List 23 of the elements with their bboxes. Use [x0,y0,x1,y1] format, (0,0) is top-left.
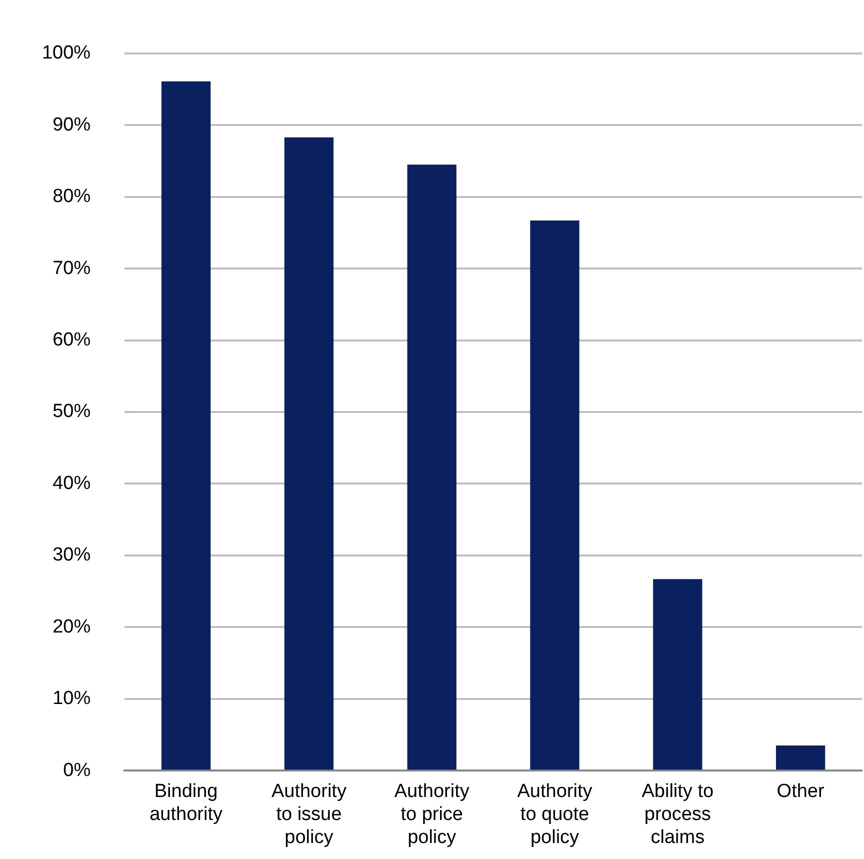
x-tick-label: Authority to issue policy [271,781,347,848]
x-tick-label: Binding authority [150,781,223,826]
y-tick-label: 80% [52,186,91,208]
y-tick-label: 70% [52,258,91,279]
y-tick-label: 20% [52,616,91,638]
y-tick-label: 0% [63,760,91,781]
bar [407,164,456,770]
y-tick-label: 100% [42,42,91,64]
y-tick-label: 30% [52,544,91,566]
bar [776,746,826,770]
x-tick-label: Ability to process claims [642,781,714,848]
x-tick-label: Authority to quote policy [517,781,593,848]
bar [653,579,702,770]
bar [530,220,580,770]
y-tick-label: 60% [52,330,91,351]
y-tick-label: 10% [52,688,91,710]
y-tick-label: 90% [52,114,91,136]
bar [284,137,334,770]
y-tick-label: 50% [52,401,91,422]
x-tick-label: Other [776,781,825,802]
bar [161,81,211,770]
y-tick-label: 40% [52,472,91,494]
x-tick-label: Authority to price policy [394,781,470,848]
